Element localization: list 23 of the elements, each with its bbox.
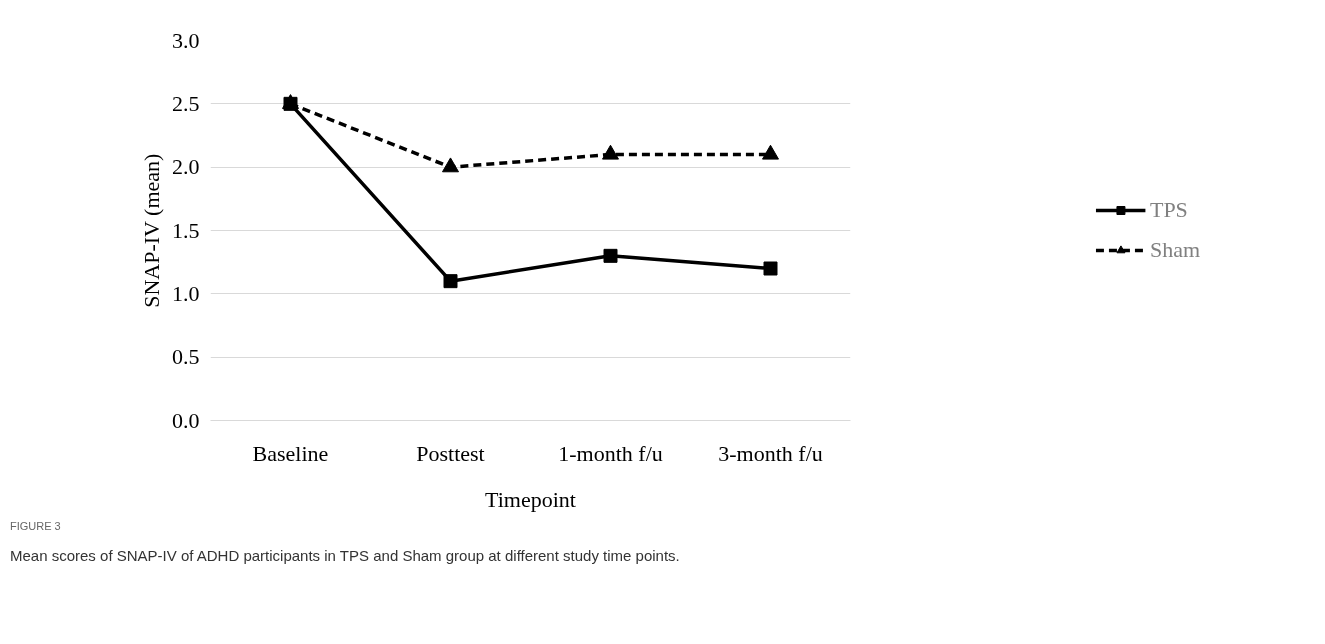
x-axis-title: Timepoint [485,486,576,512]
x-tick-label: Posttest [416,440,485,466]
y-tick-label: 2.5 [172,90,200,116]
point [442,157,459,173]
caption: FIGURE 3 [10,519,61,534]
y-tick-label: 0.0 [172,407,200,433]
point [763,261,778,276]
x-tick-label: 3-month f/u [718,440,823,466]
x-tick-label: 1-month f/u [558,440,663,466]
legend-label: Sham [1149,237,1201,263]
y-tick-label: 3.0 [172,27,200,53]
y-axis-title: SNAP-IV (mean) [139,153,164,308]
point [603,248,618,263]
legend-label: TPS [1149,197,1188,223]
point [602,144,619,160]
point [443,274,458,289]
y-tick-label: 0.5 [172,344,200,370]
y-tick-label: 2.0 [172,154,200,180]
x-tick-label: Baseline [252,440,329,466]
point [762,144,779,160]
y-tick-label: 1.5 [172,217,200,243]
text: Mean scores of SNAP-IV of ADHD participants in TPS and Sham group at different study time points. [10,545,680,566]
y-tick-label: 1.0 [172,280,200,306]
